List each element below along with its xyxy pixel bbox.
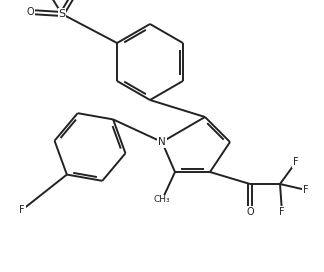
Text: F: F bbox=[19, 205, 25, 215]
Text: F: F bbox=[303, 185, 309, 195]
Text: F: F bbox=[293, 157, 299, 167]
Text: F: F bbox=[279, 207, 285, 217]
Text: O: O bbox=[246, 207, 254, 217]
Text: N: N bbox=[158, 137, 166, 147]
Text: CH₃: CH₃ bbox=[154, 196, 170, 205]
Text: S: S bbox=[58, 9, 65, 19]
Text: O: O bbox=[26, 7, 34, 17]
